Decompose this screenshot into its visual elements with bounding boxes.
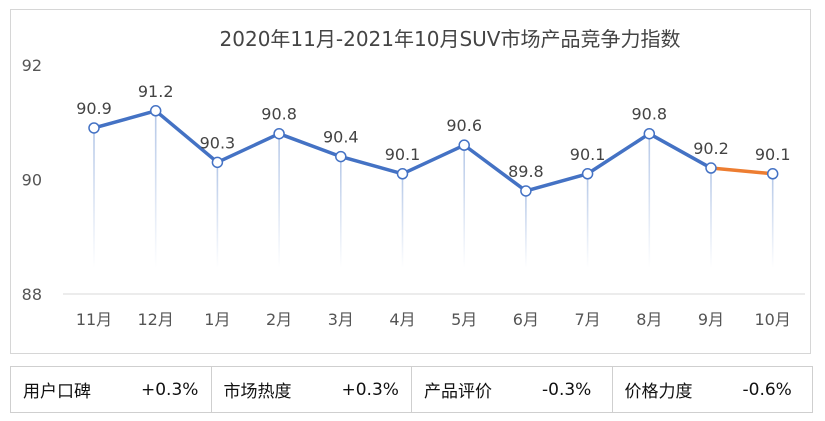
stat-label: 市场热度: [223, 382, 292, 402]
drop-line: [154, 110, 157, 268]
stat-label: 产品评价: [424, 382, 492, 402]
data-label: 90.8: [261, 105, 297, 124]
stat-cell: 市场热度 +0.3%: [212, 367, 412, 412]
drop-line: [340, 156, 342, 268]
x-tick-label: 11月: [76, 310, 112, 329]
stat-value: -0.6%: [742, 379, 792, 400]
line-segment: [647, 131, 713, 170]
x-tick-label: 5月: [451, 310, 477, 329]
chart-frame: [10, 9, 811, 354]
data-point: [458, 139, 470, 151]
x-tick-label: 1月: [204, 310, 230, 329]
data-label: 90.1: [385, 145, 421, 164]
stat-cell: 用户口碑 +0.3%: [11, 367, 212, 412]
drop-line: [771, 173, 774, 268]
data-label: 90.8: [631, 105, 667, 124]
data-point: [211, 156, 224, 169]
line-segment: [400, 143, 466, 176]
data-point: [643, 127, 656, 140]
stat-value: +0.3%: [341, 379, 399, 400]
line-segment: [339, 154, 405, 176]
chart-title: 2020年11月-2021年10月SUV市场产品竞争力指数: [220, 27, 681, 51]
stat-cell: 产品评价 -0.3%: [412, 367, 613, 412]
y-tick-label: 88: [22, 285, 42, 304]
data-label: 90.4: [323, 128, 359, 147]
x-tick-label: 9月: [698, 310, 724, 329]
x-tick-label: 12月: [138, 310, 174, 329]
data-label: 90.1: [570, 145, 606, 164]
drop-line: [216, 162, 219, 268]
data-point: [88, 122, 100, 134]
x-tick-label: 10月: [755, 310, 791, 329]
stat-value: +0.3%: [141, 379, 199, 400]
drop-line: [710, 168, 712, 268]
drop-line: [401, 173, 404, 268]
drop-line: [525, 190, 527, 268]
stat-label: 价格力度: [624, 382, 693, 402]
data-point: [273, 127, 285, 140]
data-label: 90.6: [446, 116, 482, 135]
data-point: [581, 168, 594, 180]
drop-line: [586, 173, 589, 268]
drop-line: [463, 145, 465, 268]
y-tick-label: 92: [22, 56, 42, 75]
data-label: 89.8: [508, 162, 544, 181]
data-point: [705, 162, 717, 174]
data-label: 90.9: [76, 99, 112, 118]
drop-line: [648, 133, 651, 268]
x-tick-label: 7月: [575, 310, 601, 329]
line-segment: [277, 131, 343, 159]
line-segment: [215, 131, 281, 165]
x-tick-label: 8月: [636, 310, 662, 329]
stat-cell: 价格力度 -0.6%: [613, 367, 813, 412]
stat-value: -0.3%: [542, 379, 592, 400]
line-segment: [709, 166, 775, 176]
x-tick-label: 6月: [513, 310, 539, 329]
data-label: 90.1: [755, 145, 791, 164]
data-point: [396, 168, 409, 180]
drop-line: [278, 133, 280, 268]
drop-line: [93, 127, 95, 268]
stat-label: 用户口碑: [23, 382, 91, 402]
data-label: 90.3: [200, 133, 236, 152]
stats-bar: 用户口碑 +0.3% 市场热度 +0.3% 产品评价 -0.3% 价格力度 -0.6%: [10, 366, 813, 413]
data-label: 91.2: [138, 82, 174, 101]
data-label: 90.2: [693, 139, 729, 158]
x-tick-label: 2月: [266, 310, 292, 329]
line-segment: [585, 131, 652, 176]
x-tick-label: 4月: [389, 310, 415, 329]
y-tick-label: 90: [22, 171, 42, 190]
line-chart: 2020年11月-2021年10月SUV市场产品竞争力指数 92 90 88 90.9…: [22, 27, 805, 329]
data-point: [149, 105, 162, 117]
line-segment: [153, 109, 220, 165]
line-segment: [92, 109, 158, 130]
data-point: [766, 168, 779, 180]
line-segment: [524, 172, 590, 193]
data-point: [335, 150, 347, 163]
data-point: [520, 185, 532, 197]
line-segment: [462, 143, 528, 193]
x-tick-label: 3月: [328, 310, 354, 329]
